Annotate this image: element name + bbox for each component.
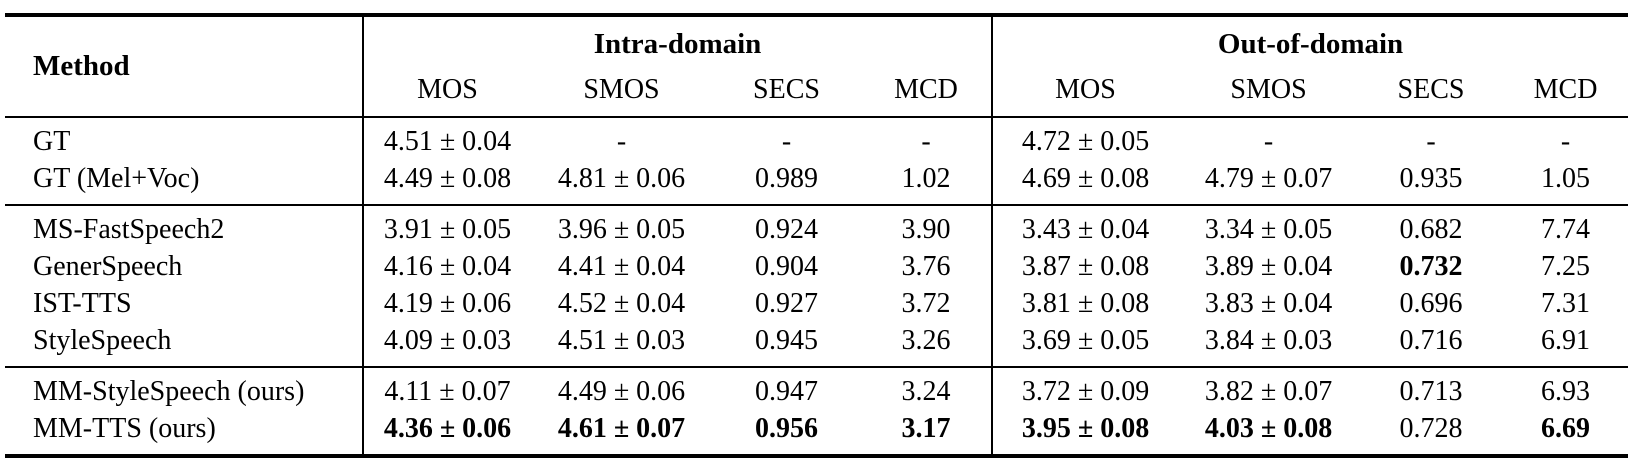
value-cell: 0.956 (755, 413, 818, 444)
value-cell: 3.84 ± 0.03 (1204, 325, 1333, 356)
value-cell: 3.24 (861, 366, 993, 410)
value-cell: - (1560, 126, 1571, 157)
value-cell: 3.82 ± 0.07 (1178, 366, 1360, 410)
value-cell: 6.91 (1541, 325, 1591, 356)
value-cell: 3.90 (861, 204, 993, 248)
value-cell: 6.93 (1503, 366, 1629, 410)
value-cell: 3.34 ± 0.05 (1178, 204, 1360, 248)
value-cell: 0.713 (1359, 366, 1504, 410)
method-cell: MS-FastSpeech2 (5, 204, 363, 248)
out-smos-header: SMOS (1178, 67, 1360, 118)
value-cell: 4.41 ± 0.04 (557, 251, 686, 282)
value-cell: 4.52 ± 0.04 (557, 288, 686, 319)
intra-secs-header: SECS (712, 67, 861, 118)
value-cell: - (781, 126, 792, 157)
value-cell: 4.61 ± 0.07 (557, 413, 686, 444)
out-of-domain-group-header: Out-of-domain (991, 15, 1629, 67)
value-cell: 4.19 ± 0.06 (362, 285, 531, 322)
table-section: GT 4.51 ± 0.04- - -4.72 ± 0.05- - - GT (Mel+Vo… (5, 117, 1628, 205)
value-cell: 4.49 ± 0.08 (362, 160, 531, 205)
results-table: Method Intra-domain Out-of-domain MOS SM… (5, 13, 1629, 458)
group-header-row: Method Intra-domain Out-of-domain (5, 15, 1629, 118)
value-cell: 4.03 ± 0.08 (1204, 413, 1333, 444)
intra-domain-group-header: Intra-domain (361, 15, 993, 67)
out-mcd-header: MCD (1503, 67, 1629, 118)
method-cell: GT (Mel+Voc) (33, 163, 200, 194)
value-cell: 0.924 (712, 204, 861, 248)
value-cell: 6.69 (1541, 413, 1591, 444)
value-cell: 0.682 (1359, 204, 1504, 248)
value-cell: 3.95 ± 0.08 (991, 410, 1179, 456)
table-section: MS-FastSpeech2 3.91 ± 0.05 3.96 ± 0.05 0.92… (5, 204, 1629, 367)
method-column-header: Method (5, 15, 363, 118)
value-cell: 4.16 ± 0.04 (362, 248, 531, 285)
value-cell: 4.09 ± 0.03 (362, 322, 531, 367)
value-cell: 0.935 (1399, 163, 1463, 194)
value-cell: 4.72 ± 0.05 (991, 117, 1179, 160)
table-row: MM-TTS (ours) 4.36 ± 0.06 4.61 ± 0.07 0.956… (5, 410, 1628, 456)
value-cell: 3.72 ± 0.09 (991, 366, 1179, 410)
table-row: MS-FastSpeech2 3.91 ± 0.05 3.96 ± 0.05 0.92… (5, 204, 1629, 248)
value-cell: - (616, 126, 627, 157)
value-cell: 0.927 (755, 288, 818, 319)
table-row: MM-StyleSpeech (ours) 4.11 ± 0.07 4.49 ± 0… (5, 366, 1629, 410)
out-mos-header: MOS (991, 67, 1179, 118)
value-cell: 4.81 ± 0.06 (557, 163, 686, 194)
method-cell: MM-StyleSpeech (ours) (5, 366, 363, 410)
value-cell: - (1263, 126, 1274, 157)
table-row: StyleSpeech 4.09 ± 0.03 4.51 ± 0.03 0.945 3.… (5, 322, 1628, 367)
method-cell: GT (33, 126, 71, 157)
value-cell: 0.696 (1399, 288, 1463, 319)
method-cell: IST-TTS (33, 288, 132, 319)
value-cell: 7.25 (1541, 251, 1591, 282)
value-cell: 1.05 (1541, 163, 1591, 194)
method-cell: GenerSpeech (33, 251, 183, 282)
value-cell: 7.31 (1541, 288, 1591, 319)
intra-mos-header: MOS (362, 67, 531, 118)
table-row: GenerSpeech 4.16 ± 0.04 4.41 ± 0.04 0.904 3.… (5, 248, 1628, 285)
table-section: MM-StyleSpeech (ours) 4.11 ± 0.07 4.49 ± 0… (5, 366, 1629, 456)
value-cell: 4.51 ± 0.04 (362, 117, 531, 160)
table-header: Method Intra-domain Out-of-domain MOS SM… (5, 15, 1629, 118)
value-cell: 3.43 ± 0.04 (991, 204, 1179, 248)
value-cell: 3.72 (901, 288, 951, 319)
value-cell: 7.74 (1503, 204, 1629, 248)
intra-smos-header: SMOS (531, 67, 712, 118)
value-cell: 3.87 ± 0.08 (991, 248, 1179, 285)
value-cell: 0.728 (1399, 413, 1463, 444)
value-cell: 3.89 ± 0.04 (1204, 251, 1333, 282)
table-row: IST-TTS 4.19 ± 0.06 4.52 ± 0.04 0.927 3.72 3.… (5, 285, 1628, 322)
value-cell: 0.716 (1399, 325, 1463, 356)
table-row: GT (Mel+Voc) 4.49 ± 0.08 4.81 ± 0.06 0.989 1… (5, 160, 1628, 205)
value-cell: 3.81 ± 0.08 (991, 285, 1179, 322)
value-cell: 0.989 (755, 163, 818, 194)
value-cell: 4.36 ± 0.06 (362, 410, 531, 456)
value-cell: 4.49 ± 0.06 (531, 366, 712, 410)
method-cell: MM-TTS (ours) (33, 413, 216, 444)
value-cell: 3.83 ± 0.04 (1204, 288, 1333, 319)
value-cell: 3.96 ± 0.05 (531, 204, 712, 248)
value-cell: 4.51 ± 0.03 (557, 325, 686, 356)
value-cell: 4.11 ± 0.07 (362, 366, 531, 410)
value-cell: 0.904 (755, 251, 818, 282)
intra-mcd-header: MCD (861, 67, 993, 118)
value-cell: 0.947 (712, 366, 861, 410)
value-cell: 4.79 ± 0.07 (1204, 163, 1333, 194)
value-cell: - (1426, 126, 1436, 157)
value-cell: 0.732 (1399, 251, 1463, 282)
method-cell: StyleSpeech (33, 325, 172, 356)
table-row: GT 4.51 ± 0.04 - - - 4.72 ± 0.05 - - - (5, 117, 1628, 160)
value-cell: 3.17 (901, 413, 951, 444)
value-cell: 3.69 ± 0.05 (991, 322, 1179, 367)
value-cell: - (921, 126, 931, 157)
value-cell: 1.02 (901, 163, 951, 194)
value-cell: 3.26 (901, 325, 951, 356)
value-cell: 3.91 ± 0.05 (362, 204, 531, 248)
out-secs-header: SECS (1359, 67, 1504, 118)
value-cell: 3.76 (901, 251, 951, 282)
value-cell: 0.945 (755, 325, 818, 356)
value-cell: 4.69 ± 0.08 (991, 160, 1179, 205)
metric-header-row: MOS SMOS SECS MCD MOS SMOS SECS MCD (5, 67, 1629, 118)
